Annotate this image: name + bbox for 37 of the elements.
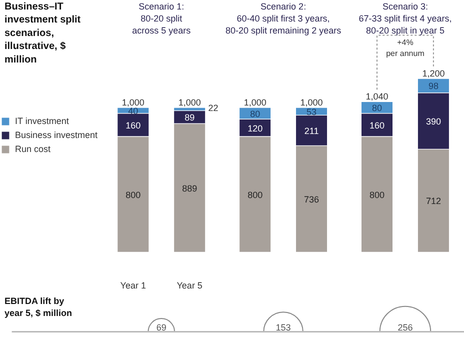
total-label: 1,000 [178,97,201,108]
text: Scenario 3: 67-33 split first 4 years, 80-20 split in year 5 [358,2,452,36]
total-label: 1,200 [422,68,445,79]
data-label: 712 [426,196,441,206]
data-label: 800 [248,190,263,200]
data-label: 69 [156,322,166,332]
data-label: 98 [428,81,438,92]
data-label: 736 [304,194,320,204]
x-tick-label: Year 1 [120,280,146,290]
data-label: 256 [398,322,413,332]
data-label: 889 [182,183,198,194]
data-label: 211 [304,126,319,136]
text: Scenario 1: 80-20 split across 5 years [132,2,192,36]
total-label: 1,000 [122,97,144,108]
legend-label: Business investment [15,130,98,140]
data-label: 800 [126,190,141,200]
data-label: 160 [370,120,385,130]
data-label: 800 [370,190,385,200]
text: EBITDA lift by year 5, $ million [4,296,72,318]
chart-title: Business–IT investment split scenarios, illustrative, $ million [4,2,82,66]
total-label: 1,000 [300,97,323,108]
legend-label: IT investment [15,116,70,126]
data-label: 53 [306,106,317,117]
total-label: 1,000 [244,97,266,108]
data-label: 160 [126,120,141,130]
data-label: 89 [184,112,195,123]
data-label: 153 [276,322,291,332]
data-label: 80 [250,108,260,119]
data-label: 22 [208,103,218,114]
data-label: 80 [372,103,382,114]
total-label: 1,040 [366,92,388,102]
x-tick-label: Year 5 [176,280,202,290]
legend-label: Run cost [15,144,52,154]
data-label: 390 [426,116,441,126]
text: Scenario 2: 60-40 split first 3 years, 80-20 split remaining 2 years [226,2,342,36]
text: +4% per annum [386,38,425,58]
data-label: 120 [248,123,263,134]
